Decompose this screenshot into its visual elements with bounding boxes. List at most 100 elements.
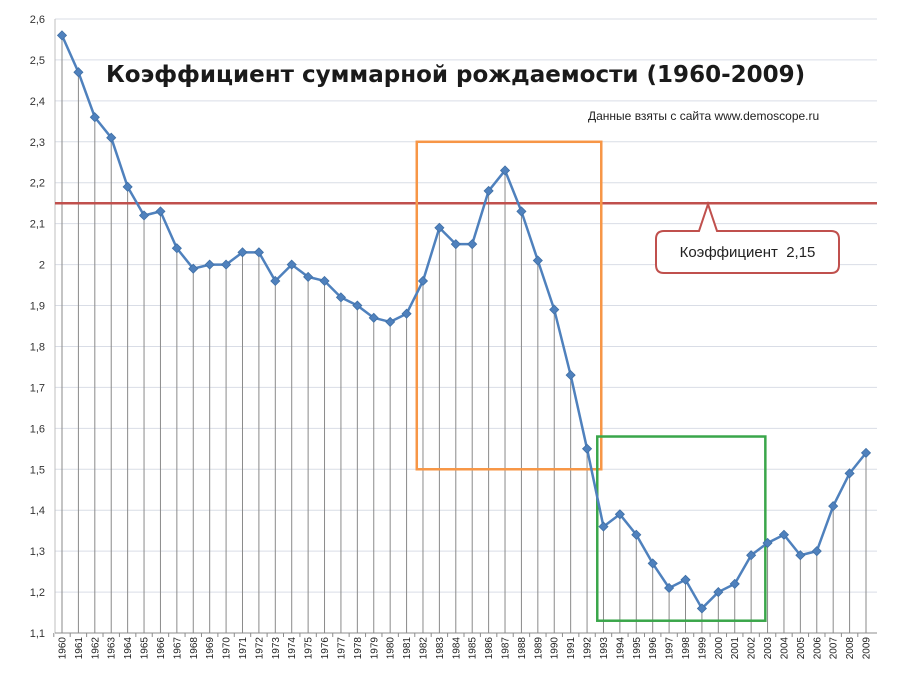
y-tick-label: 1,3 [30, 546, 45, 558]
data-point [647, 558, 658, 569]
x-tick-label: 1975 [304, 637, 315, 660]
data-point [221, 259, 232, 270]
data-point [499, 165, 511, 176]
data-point [746, 550, 757, 561]
data-point [483, 185, 494, 196]
x-tick-label: 1996 [648, 637, 659, 660]
x-tick-label: 1993 [599, 637, 610, 660]
x-tick-label: 1982 [418, 637, 429, 660]
data-point [171, 243, 182, 254]
chart-subtitle: Данные взяты с сайта www.demoscope.ru [588, 109, 819, 123]
data-point [631, 529, 642, 540]
y-axis: 1,1 1,2 1,3 1,4 1,5 1,6 1,7 1,8 1,9 2 2,1 2,2 2,3 2,4… [30, 14, 56, 640]
data-point [614, 509, 625, 520]
y-tick-label: 2 [39, 260, 45, 272]
data-point [762, 537, 773, 549]
highlight-box-1 [415, 140, 603, 471]
y-tick-label: 1,4 [30, 505, 45, 517]
data-point [335, 292, 347, 303]
data-point [319, 275, 330, 287]
x-tick-label: 1968 [189, 637, 200, 660]
x-tick-label: 1971 [238, 637, 249, 660]
data-point [270, 275, 281, 287]
x-tick-label: 2000 [714, 637, 725, 660]
x-tick-label: 1966 [156, 637, 167, 660]
x-tick-label: 2003 [763, 637, 774, 660]
data-point [204, 259, 215, 270]
data-point [434, 222, 445, 233]
x-tick-label: 1995 [632, 637, 643, 660]
data-point [860, 447, 872, 458]
data-point [467, 239, 478, 250]
x-tick-label: 1985 [468, 637, 479, 660]
y-tick-label: 1,7 [30, 382, 45, 394]
x-tick-label: 1962 [90, 637, 101, 660]
data-point [155, 206, 166, 217]
x-tick-label: 1973 [271, 637, 282, 660]
x-tick-label: 1997 [665, 637, 676, 660]
reference-line-label: Коэффициент 2,15 [680, 244, 816, 261]
data-point [565, 370, 576, 381]
x-tick-label: 1986 [484, 637, 495, 660]
y-tick-label: 1,2 [30, 587, 45, 599]
x-axis: 1960 1961 1962 1963 1964 1965 1966 1967 1968 1969… [53, 632, 877, 660]
data-point [581, 443, 593, 454]
data-point [56, 30, 68, 41]
data-point [385, 316, 396, 327]
y-tick-label: 2,2 [30, 178, 45, 190]
data-point [516, 206, 527, 217]
data-point [729, 578, 740, 589]
y-tick-label: 2,6 [30, 14, 45, 26]
y-tick-label: 2,5 [30, 55, 45, 67]
x-tick-label: 2009 [862, 637, 873, 660]
data-point [450, 239, 461, 250]
x-tick-label: 1963 [107, 637, 118, 660]
x-tick-label: 1980 [386, 637, 397, 660]
series-markers [56, 30, 872, 614]
x-tick-label: 1979 [369, 637, 380, 660]
y-tick-label: 2,1 [30, 219, 45, 231]
y-tick-label: 2,4 [30, 96, 45, 108]
highlight-boxes [415, 140, 767, 622]
x-tick-label: 1977 [336, 637, 347, 660]
x-tick-label: 1969 [205, 637, 216, 660]
y-tick-label: 1,8 [30, 341, 45, 353]
data-point [811, 546, 822, 557]
x-tick-label: 1972 [254, 637, 265, 660]
x-tick-label: 1978 [353, 637, 364, 660]
x-tick-label: 1965 [140, 637, 151, 660]
x-tick-label: 1967 [172, 637, 183, 660]
x-tick-label: 2006 [812, 637, 823, 660]
data-point [352, 300, 363, 311]
x-tick-label: 1970 [222, 637, 233, 660]
data-point [696, 603, 707, 614]
x-tick-label: 1994 [615, 637, 626, 660]
x-tick-label: 1992 [583, 637, 594, 660]
x-tick-label: 2001 [730, 637, 741, 660]
data-point [549, 304, 560, 315]
data-point [73, 67, 84, 78]
data-point [138, 210, 150, 221]
data-point [89, 112, 100, 123]
x-tick-label: 2008 [845, 637, 856, 660]
x-tick-label: 2002 [747, 637, 758, 660]
data-point [828, 501, 839, 512]
reference-callout: Коэффициент 2,15 [655, 201, 840, 274]
data-point [286, 259, 297, 270]
x-tick-label: 1961 [74, 637, 85, 660]
data-point [253, 247, 264, 258]
highlight-box-2 [596, 435, 767, 622]
data-point [795, 550, 806, 561]
x-tick-label: 1964 [123, 637, 134, 660]
data-point [303, 271, 314, 282]
x-tick-label: 1983 [435, 637, 446, 660]
chart-title: Коэффициент суммарной рождаемости (1960-… [106, 62, 805, 88]
data-point [778, 529, 790, 540]
data-point [713, 587, 724, 598]
y-tick-label: 1,1 [30, 628, 45, 640]
data-point [532, 255, 543, 266]
x-tick-label: 1998 [681, 637, 692, 660]
x-tick-label: 1990 [550, 637, 561, 660]
data-point [664, 582, 675, 594]
